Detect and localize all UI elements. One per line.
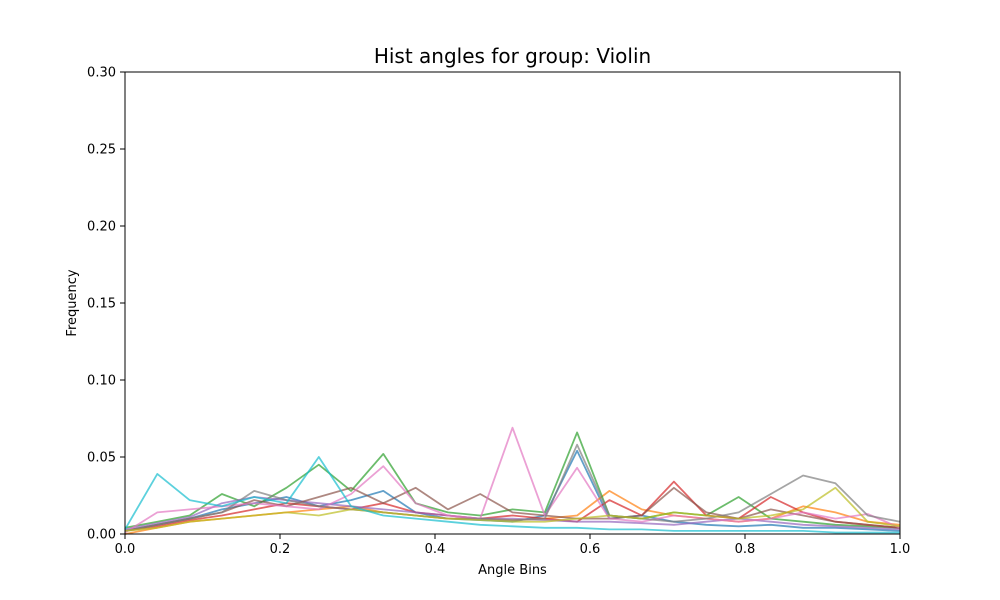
series-line-4	[124, 480, 901, 532]
x-axis: 0.0 0.2 0.4 0.6 0.8 1.0	[115, 534, 911, 557]
y-tick-label: 0.30	[87, 66, 116, 81]
plot-background	[125, 72, 900, 534]
x-tick-label: 0.4	[425, 542, 446, 557]
series-line-10	[124, 456, 900, 534]
x-tick-label: 0.6	[580, 542, 601, 557]
series-layer	[124, 426, 901, 535]
x-axis-label: Angle Bins	[478, 563, 547, 578]
series-line-7	[124, 426, 901, 534]
plot-area	[124, 71, 901, 535]
series-line-6	[124, 486, 901, 532]
y-tick-label: 0.00	[87, 528, 116, 543]
series-line-8	[124, 443, 901, 532]
x-tick-label: 1.0	[890, 542, 911, 557]
x-tick-label: 0.0	[115, 542, 136, 557]
x-tick-label: 0.2	[270, 542, 291, 557]
y-tick-label: 0.15	[87, 297, 116, 312]
y-tick-label: 0.10	[87, 374, 116, 389]
series-line-9	[124, 486, 901, 532]
y-tick-label: 0.20	[87, 220, 116, 235]
y-tick-label: 0.05	[87, 451, 116, 466]
chart-title: Hist angles for group: Violin	[374, 44, 651, 68]
y-axis: 0.00 0.05 0.10 0.15 0.20 0.25 0.30	[87, 66, 125, 543]
x-tick-label: 0.8	[735, 542, 756, 557]
y-tick-label: 0.25	[87, 143, 116, 158]
y-axis-label: Frequency	[65, 269, 80, 336]
